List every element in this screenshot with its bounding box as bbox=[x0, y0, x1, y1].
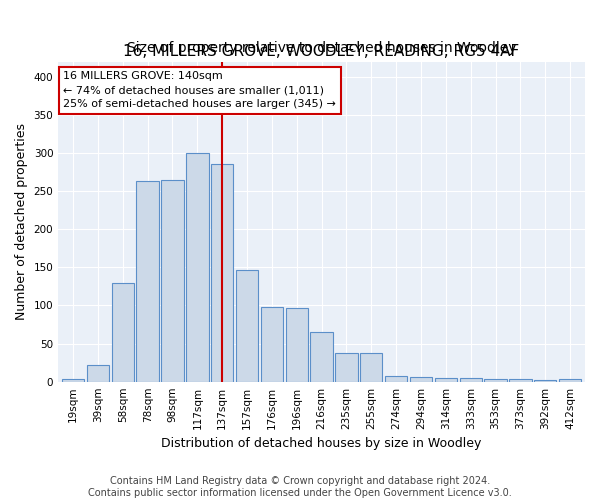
Bar bbox=[236, 270, 258, 382]
Bar bbox=[260, 307, 283, 382]
Bar bbox=[509, 380, 532, 382]
Bar bbox=[410, 377, 432, 382]
Text: Contains HM Land Registry data © Crown copyright and database right 2024.
Contai: Contains HM Land Registry data © Crown c… bbox=[88, 476, 512, 498]
Bar bbox=[484, 378, 507, 382]
X-axis label: Distribution of detached houses by size in Woodley: Distribution of detached houses by size … bbox=[161, 437, 482, 450]
Bar bbox=[211, 164, 233, 382]
Bar bbox=[360, 354, 382, 382]
Bar bbox=[434, 378, 457, 382]
Bar bbox=[87, 365, 109, 382]
Bar bbox=[335, 354, 358, 382]
Bar bbox=[62, 380, 84, 382]
Bar bbox=[112, 282, 134, 382]
Text: 16 MILLERS GROVE: 140sqm
← 74% of detached houses are smaller (1,011)
25% of sem: 16 MILLERS GROVE: 140sqm ← 74% of detach… bbox=[64, 72, 337, 110]
Y-axis label: Number of detached properties: Number of detached properties bbox=[15, 123, 28, 320]
Bar bbox=[310, 332, 333, 382]
Bar bbox=[136, 182, 159, 382]
Title: 16, MILLERS GROVE, WOODLEY, READING, RG5 4AF: 16, MILLERS GROVE, WOODLEY, READING, RG5… bbox=[124, 44, 520, 59]
Bar bbox=[186, 153, 209, 382]
Bar bbox=[385, 376, 407, 382]
Bar bbox=[286, 308, 308, 382]
Bar bbox=[559, 380, 581, 382]
Bar bbox=[161, 180, 184, 382]
Bar bbox=[460, 378, 482, 382]
Text: Size of property relative to detached houses in Woodley: Size of property relative to detached ho… bbox=[127, 42, 517, 56]
Bar bbox=[534, 380, 556, 382]
